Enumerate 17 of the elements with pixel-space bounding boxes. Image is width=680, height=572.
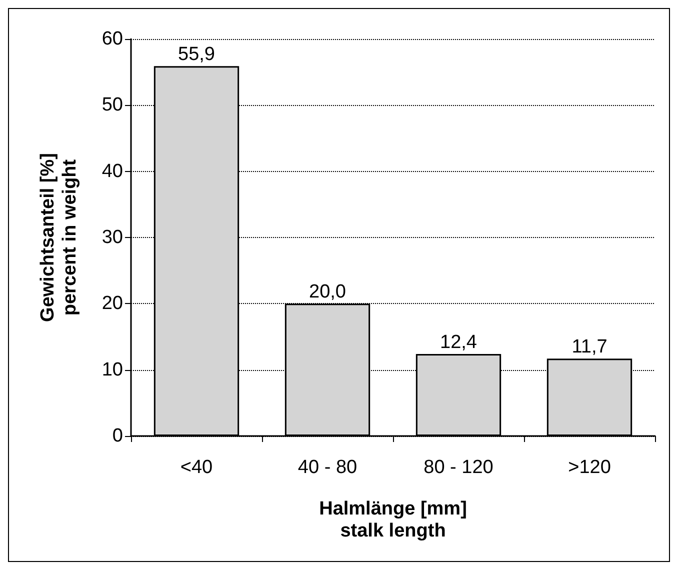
x-tick-label: 80 - 120 (424, 457, 494, 478)
data-label: 11,7 (572, 336, 608, 358)
data-label: 55,9 (178, 44, 215, 66)
y-tick-label: 30 (102, 227, 123, 248)
x-tick-label: 40 - 80 (298, 457, 358, 478)
x-tick-label: >120 (568, 457, 611, 478)
data-label: 20,0 (309, 282, 346, 303)
y-tick-label: 60 (102, 28, 123, 50)
y-axis-title: Gewichtsanteil [%] percent in weight (38, 153, 80, 322)
y-tick-label: 40 (102, 160, 123, 182)
data-label: 12,4 (440, 332, 478, 353)
y-tick-label: 20 (102, 293, 123, 314)
y-tick-label: 10 (102, 359, 123, 380)
y-tick-label: 50 (102, 94, 123, 116)
y-tick-label: 0 (112, 426, 123, 446)
x-tick-label: <40 (180, 457, 213, 478)
x-axis-title: Halmlänge [mm] stalk length (319, 498, 467, 542)
